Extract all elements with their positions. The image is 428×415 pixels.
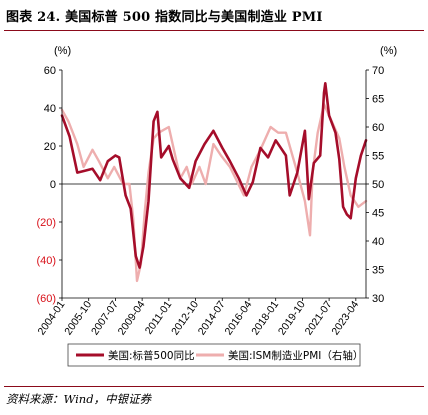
right-tick-label: 35 xyxy=(372,265,384,277)
title-rule xyxy=(4,30,424,31)
left-tick-label: 60 xyxy=(44,65,56,77)
legend: 美国:标普500同比 美国:ISM制造业PMI（右轴） xyxy=(67,343,363,367)
left-tick-label: (60) xyxy=(36,293,56,305)
right-tick-label: 30 xyxy=(372,293,384,305)
right-tick-label: 50 xyxy=(372,179,384,191)
right-tick-label: 60 xyxy=(372,122,384,134)
right-tick-label: 70 xyxy=(372,65,384,77)
right-tick-label: 40 xyxy=(372,236,384,248)
left-tick-label: 40 xyxy=(44,103,56,115)
left-tick-label: (20) xyxy=(36,217,56,229)
figure-title: 图表 24. 美国标普 500 指数同比与美国制造业 PMI xyxy=(6,10,323,25)
left-unit-label: (%) xyxy=(54,45,71,57)
right-tick-label: 65 xyxy=(372,94,384,106)
right-unit-label: (%) xyxy=(380,45,397,57)
left-tick-label: (40) xyxy=(36,255,56,267)
left-tick-label: 20 xyxy=(44,141,56,153)
left-tick-label: 0 xyxy=(50,179,56,191)
x-tick-label: 2009-04 xyxy=(116,299,148,338)
right-tick-label: 45 xyxy=(372,208,384,220)
sp500-yoy-line xyxy=(60,82,368,269)
plot-area xyxy=(60,82,368,283)
ism-pmi-line xyxy=(60,102,368,283)
source-rule xyxy=(4,386,424,387)
right-tick-label: 55 xyxy=(372,151,384,163)
source-note: 资料来源：Wind，中银证券 xyxy=(6,392,152,406)
legend-label-pmi: 美国:ISM制造业PMI（右轴） xyxy=(228,349,363,362)
x-tick-label: 2023-04 xyxy=(329,299,361,338)
legend-label-sp500: 美国:标普500同比 xyxy=(108,349,195,362)
